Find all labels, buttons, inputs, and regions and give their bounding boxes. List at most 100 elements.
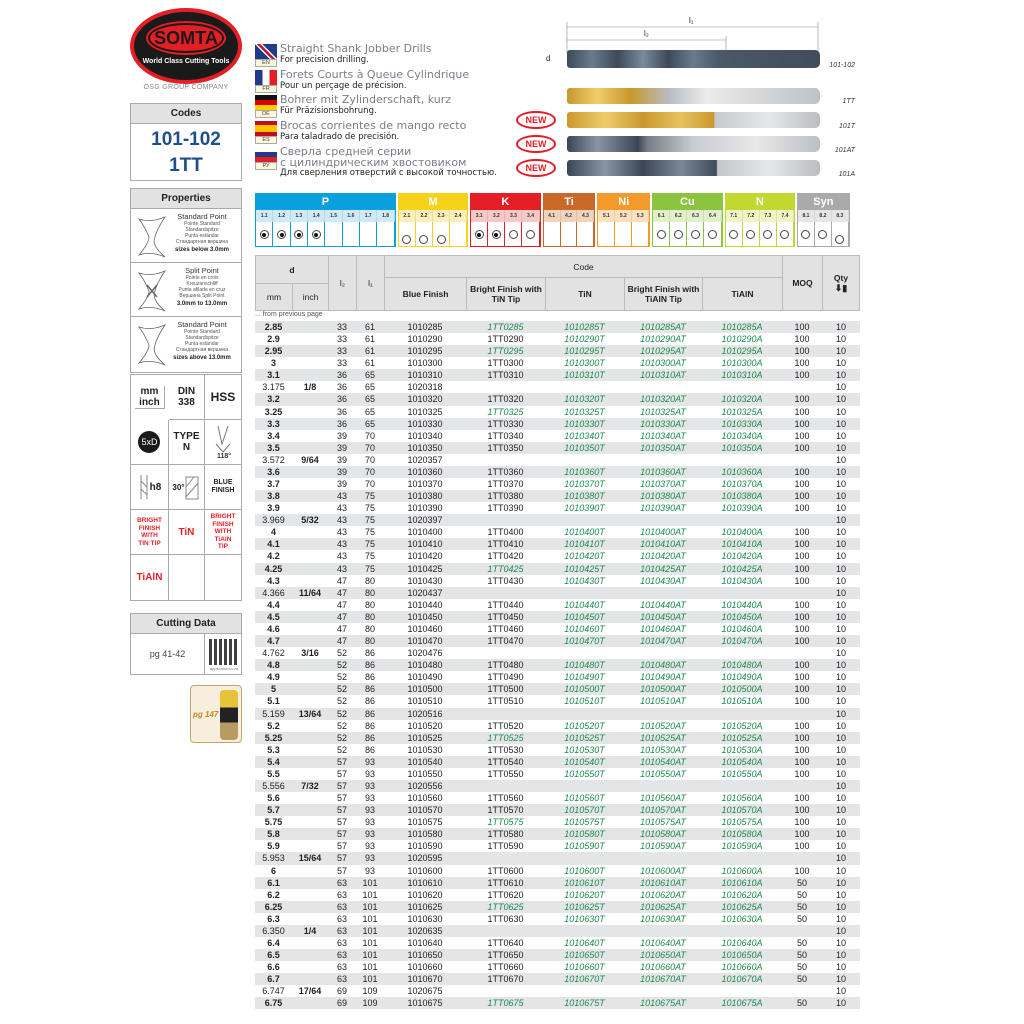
cell-bright_tin: 1TT0320 [487, 394, 524, 405]
cell-tialn: 1010530A [721, 744, 763, 755]
cell-tin: 1010670T [564, 974, 605, 985]
material-group-n: N 7.1 7.2 7.3 7.4 [724, 193, 795, 247]
cell-tin: 1010380T [564, 491, 605, 502]
suitable-open-icon [746, 230, 756, 239]
cell-bright_tin: 1TT0340 [487, 430, 524, 441]
cell-bright_tialn: 1010530AT [640, 744, 686, 755]
cell-qty: 10 [835, 865, 846, 876]
cell-mm: 3.2 [267, 394, 280, 405]
cell-tialn: 1010310A [721, 370, 763, 381]
cell-qty: 10 [835, 974, 846, 985]
table-row: 6.25 63 101 1010625 1TT0625 1010625T 1010625AT… [255, 900, 860, 913]
cell-moq: 50 [796, 901, 807, 912]
cell-blue: 1010600 [407, 865, 443, 876]
table-row: 4.2 43 75 1010420 1TT0420 1010420T 1010420AT 10… [255, 550, 860, 562]
language-code: РУ [255, 162, 277, 170]
cell-inch: 1/4 [303, 925, 317, 936]
cell-l1: 93 [364, 793, 375, 804]
qr-code-icon[interactable] [209, 639, 237, 665]
suitable-open-icon [708, 230, 718, 239]
cell-blue: 1010625 [407, 901, 443, 912]
table-row: 5.6 57 93 1010560 1TT0560 1010560T 1010560AT 10… [255, 792, 860, 804]
cell-mm: 4.6 [267, 623, 280, 634]
cell-l1: 86 [364, 660, 375, 671]
table-row: 5.159 13/64 52 86 1020516 10 [255, 707, 860, 720]
cell-tin: 1010450T [564, 611, 605, 622]
cell-tin: 1010460T [564, 623, 605, 634]
suitability-cell [522, 222, 540, 246]
suitable-open-icon [690, 230, 700, 239]
material-subgroup: 1.4 [308, 210, 326, 222]
cell-bright_tin: 1TT0570 [487, 805, 524, 816]
cell-bright_tialn: 1010470AT [640, 636, 686, 647]
drill-101at-image [567, 136, 820, 152]
cell-bright_tin: 1TT0350 [487, 442, 524, 453]
cell-l1: 70 [364, 454, 375, 465]
cell-bright_tialn: 1010285AT [640, 322, 686, 332]
product-subtitle: Для сверления отверстий с высокой точнос… [280, 168, 497, 178]
cell-bright_tin: 1TT0490 [487, 672, 524, 683]
cell-inch: 7/32 [301, 780, 319, 791]
cell-moq: 100 [794, 865, 810, 876]
cell-tin: 1010660T [564, 962, 605, 973]
flag-icon [255, 121, 277, 136]
cell-bright_tialn: 1010480AT [640, 660, 686, 671]
cell-l1: 101 [362, 962, 378, 973]
material-subgroup: 1.3 [291, 210, 309, 222]
codes-box: Codes 101-102 1TT [130, 103, 242, 181]
cell-l1: 86 [364, 648, 375, 659]
cell-mm: 5.5 [267, 768, 280, 779]
spray-can-icon [220, 690, 238, 740]
cell-qty: 10 [835, 950, 846, 961]
point-ru: Стандартная вершина [175, 239, 229, 245]
cell-inch: 3/16 [301, 648, 319, 659]
cell-tialn: 1010470A [721, 636, 763, 647]
suitable-limited-icon [402, 235, 412, 244]
cell-tialn: 1010675A [721, 998, 763, 1009]
cell-l1: 75 [364, 491, 375, 502]
cell-tialn: 1010640A [721, 937, 763, 948]
material-subgroup: 8.3 [832, 210, 849, 222]
cell-l2: 57 [336, 817, 347, 828]
cell-qty: 10 [835, 793, 846, 804]
cell-l1: 86 [364, 744, 375, 755]
cell-tialn: 1010620A [721, 889, 763, 900]
cell-mm: 5.4 [267, 756, 280, 767]
cell-l2: 57 [336, 768, 347, 779]
language-code: FR [255, 85, 277, 93]
suitable-limited-icon [419, 235, 429, 244]
cell-blue: 1010575 [407, 817, 443, 828]
cell-l2: 63 [336, 974, 347, 985]
cell-mm: 5.953 [262, 853, 285, 864]
product-title: Bohrer mit Zylinderschaft, kurz [280, 93, 452, 106]
material-label: Syn [798, 194, 849, 210]
suitable-filled-icon [474, 230, 484, 239]
cell-moq: 100 [794, 551, 810, 562]
table-row: 4.6 47 80 1010460 1TT0460 1010460T 1010460AT 10… [255, 623, 860, 635]
cell-l1: 93 [364, 817, 375, 828]
cutting-spray-reference[interactable]: pg 147 [190, 685, 242, 743]
cell-l1: 101 [362, 925, 378, 936]
cell-blue: 1010360 [407, 466, 443, 477]
cell-blue: 1010295 [407, 346, 443, 357]
cell-blue: 1010370 [407, 479, 443, 490]
cell-bright_tialn: 1010320AT [640, 394, 686, 405]
cell-mm: 3.5 [267, 442, 280, 453]
logo-tagline: World Class Cutting Tools [142, 58, 230, 65]
table-row: 5.2 52 86 1010520 1TT0520 1010520T 1010520AT 10… [255, 720, 860, 732]
cell-l2: 63 [336, 937, 347, 948]
cell-tialn: 1010285A [721, 322, 763, 332]
cell-tin: 1010525T [564, 732, 605, 743]
cell-bright_tin: 1TT0430 [487, 575, 524, 586]
cell-mm: 6.1 [267, 877, 280, 888]
material-group-p: P 1.1 1.2 1.3 1.4 1.5 1.6 1.7 1.8 [255, 193, 396, 247]
cell-bright_tialn: 1010640AT [640, 937, 686, 948]
properties-box: Properties Standard Point Pointe Standar… [130, 188, 242, 373]
cell-inch: 11/64 [298, 587, 322, 598]
cell-bright_tin: 1TT0470 [487, 636, 524, 647]
cell-tin: 1010580T [564, 829, 605, 840]
material-label: Ti [543, 194, 595, 210]
suitability-cell [815, 222, 832, 246]
suitability-cell [561, 222, 578, 246]
product-subtitle: Pour un perçage de précision. [280, 81, 407, 91]
